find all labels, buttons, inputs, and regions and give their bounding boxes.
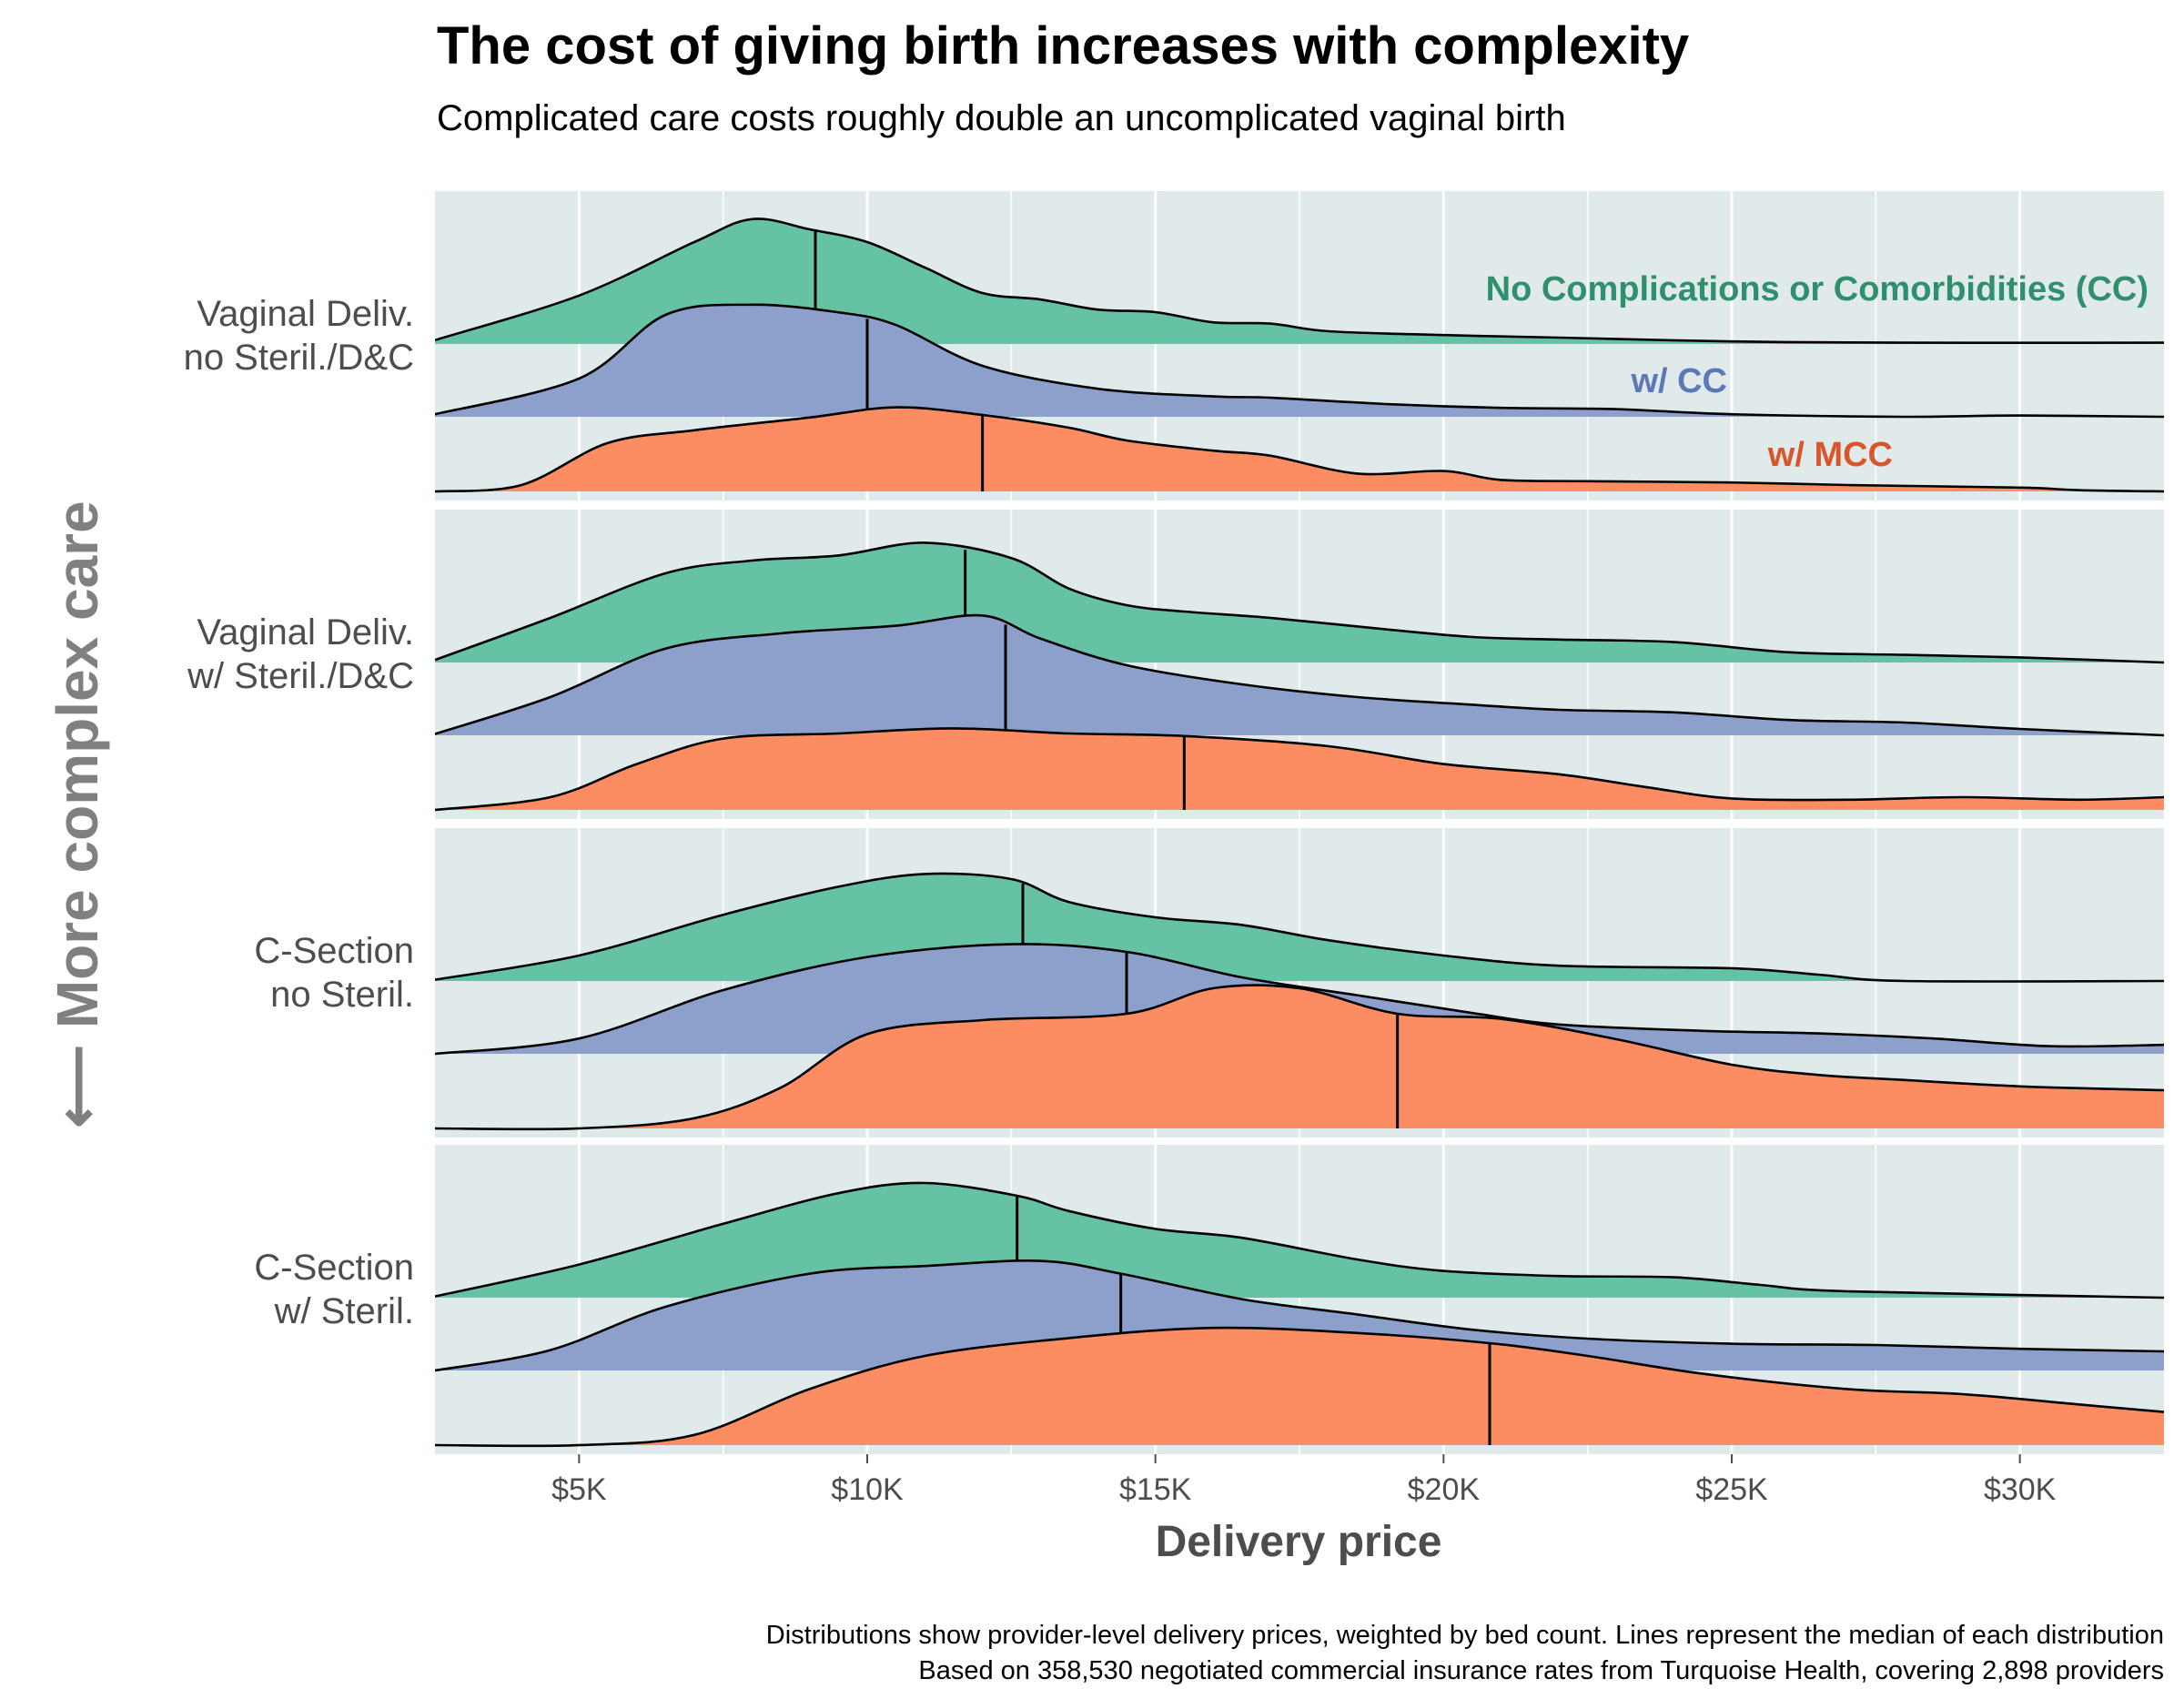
x-tick-label: $20K <box>1408 1472 1481 1507</box>
density-outline-cc <box>435 613 2164 737</box>
chart-title: The cost of giving birth increases with … <box>437 16 1689 76</box>
density-outline-no-cc <box>435 872 2164 983</box>
density-area-cc <box>435 615 2164 735</box>
ridges <box>435 541 2164 812</box>
density-area-mcc <box>435 407 2164 491</box>
panel-label-line: w/ Steril. <box>274 1291 414 1331</box>
legend-label-no-cc: No Complications or Comorbidities (CC) <box>1486 270 2149 308</box>
panel-label: Vaginal Deliv. w/ Steril./D&C <box>187 612 414 696</box>
panel-label-line: w/ Steril./D&C <box>187 656 414 696</box>
density-area-mcc <box>435 985 2164 1129</box>
panel-label-line: no Steril./D&C <box>184 338 414 378</box>
panel-label-line: no Steril. <box>270 975 414 1015</box>
density-outline-cc <box>435 1259 2164 1372</box>
density-outline-mcc <box>435 1326 2164 1448</box>
caption-line-2: Based on 358,530 negotiated commercial i… <box>918 1656 2164 1685</box>
panel-label: Vaginal Deliv. no Steril./D&C <box>184 294 414 378</box>
panel-2: Vaginal Deliv. w/ Steril./D&C <box>187 510 2164 819</box>
density-area-no-cc <box>435 873 2164 982</box>
panel-3: C-Section no Steril. <box>254 828 2164 1138</box>
x-tick-label: $5K <box>551 1472 607 1507</box>
density-outline-cc <box>435 303 2164 419</box>
density-outline-mcc <box>435 984 2164 1131</box>
panel-label-line: C-Section <box>254 931 414 971</box>
density-area-mcc <box>435 1328 2164 1446</box>
density-area-cc <box>435 1260 2164 1370</box>
x-tick-label: $15K <box>1119 1472 1192 1507</box>
density-outline-cc <box>435 943 2164 1056</box>
ridges <box>435 872 2164 1131</box>
side-axis-title: ⟵ More complex care <box>45 501 110 1128</box>
legend-label-cc: w/ CC <box>1630 362 1727 400</box>
panel-label-line: Vaginal Deliv. <box>197 612 414 652</box>
panel-4: C-Section w/ Steril. <box>254 1145 2164 1454</box>
chart-subtitle: Complicated care costs roughly double an… <box>437 98 1566 138</box>
ridges <box>435 217 2164 493</box>
caption-line-1: Distributions show provider-level delive… <box>766 1621 2164 1650</box>
density-outline-no-cc <box>435 541 2164 664</box>
panel-label-line: Vaginal Deliv. <box>197 294 414 334</box>
density-area-mcc <box>435 728 2164 810</box>
x-tick-label: $10K <box>831 1472 904 1507</box>
ridges <box>435 1181 2164 1448</box>
x-axis-title: Delivery price <box>1156 1518 1442 1566</box>
panel-label: C-Section w/ Steril. <box>254 1248 414 1331</box>
panel-1: Vaginal Deliv. no Steril./D&C <box>184 191 2164 501</box>
density-outline-no-cc <box>435 1181 2164 1300</box>
x-tick-label: $30K <box>1984 1472 2057 1507</box>
x-axis: $5K $10K $15K $20K $25K $30K <box>551 1454 2057 1507</box>
density-area-no-cc <box>435 218 2164 344</box>
panel-label-line: C-Section <box>254 1248 414 1288</box>
density-outline-no-cc <box>435 217 2164 344</box>
x-tick-label: $25K <box>1695 1472 1768 1507</box>
panel-label: C-Section no Steril. <box>254 931 414 1015</box>
density-outline-mcc <box>435 406 2164 493</box>
legend: No Complications or Comorbidities (CC) w/… <box>1486 270 2149 474</box>
legend-label-mcc: w/ MCC <box>1767 436 1893 474</box>
density-outline-mcc <box>435 727 2164 812</box>
